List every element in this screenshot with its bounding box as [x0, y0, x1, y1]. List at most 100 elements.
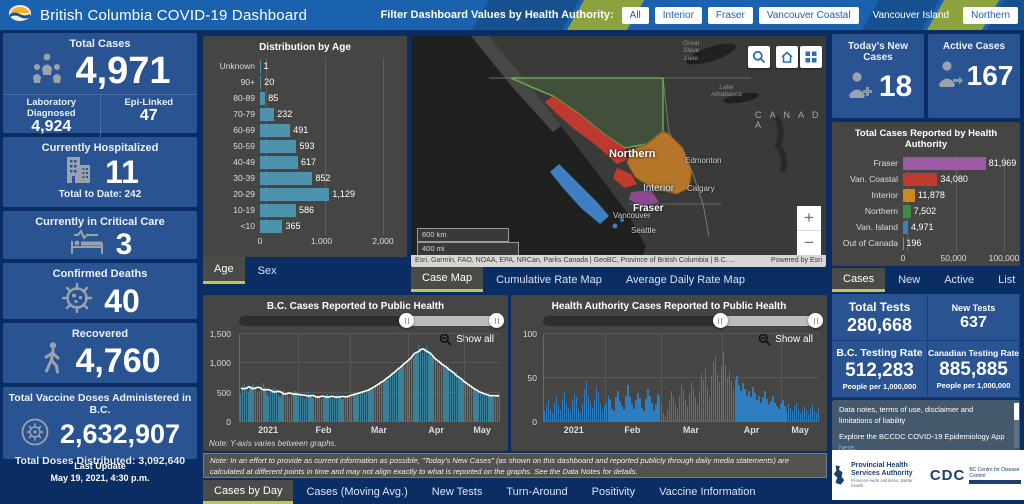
ha-show-all[interactable]: Show all [758, 333, 813, 346]
ha-totals-chart: Fraser 81,969 Van. Coastal 34,080 Interior 11… [836, 155, 1019, 266]
bar-van-island[interactable]: Van. Island 4,971 [856, 220, 934, 234]
bar-unknown[interactable]: Unknown 1 [219, 59, 269, 73]
new-tests-cell: New Tests 637 [928, 294, 1019, 340]
tab-vaccine-information[interactable]: Vaccine Information [659, 486, 756, 498]
bar-van-coastal[interactable]: Van. Coastal 34,080 [849, 172, 968, 186]
filter-button-northern[interactable]: Northern [963, 6, 1018, 24]
new-tests-value: 637 [960, 314, 987, 331]
ha-xaxis: 2021 Feb Mar Apr May [563, 425, 809, 435]
bar-out-of-canada[interactable]: Out of Canada 196 [842, 236, 922, 250]
bar-northern[interactable]: Northern 7,502 [864, 204, 937, 218]
map-zoom-in-button[interactable]: + [797, 206, 821, 231]
cdn-testing-rate-cell: Canadian Testing Rate 885,885 People per… [928, 341, 1019, 397]
new-tests-title: New Tests [951, 303, 996, 313]
cdn-rate-title: Canadian Testing Rate [928, 348, 1019, 358]
filter-button-interior[interactable]: Interior [654, 6, 702, 24]
notes-scrollbar-thumb[interactable] [1014, 403, 1019, 420]
total-cases-value: 4,971 [75, 49, 171, 92]
total-tests-cell: Total Tests 280,668 [832, 294, 927, 340]
bar-10-19[interactable]: 10-19 586 [233, 203, 315, 217]
age-distribution-chart: Unknown 1 90+ 20 80-89 85 70-79 232 60-69 491 50-5… [209, 58, 394, 249]
tab-sex[interactable]: Sex [257, 264, 277, 277]
bc-xaxis: 2021 Feb Mar Apr May [258, 425, 491, 435]
notes-scrollbar-track[interactable] [1014, 402, 1019, 448]
bar-fraser[interactable]: Fraser 81,969 [873, 156, 1017, 170]
tab-case-map[interactable]: Case Map [411, 267, 484, 292]
map-attribution-text: Esri, Garmin, FAO, NOAA, EPA, NRCan, Par… [415, 257, 736, 264]
bc-slider-handle-left[interactable] [399, 313, 415, 328]
dashboard-note: Note: In an effort to provide as current… [203, 453, 827, 478]
map-region-vancouver-coastal[interactable] [545, 96, 627, 164]
epidemiology-app-line: Explore the BCCDC COVID-19 Epidemiology … [839, 431, 1005, 450]
tab-list[interactable]: List [998, 274, 1016, 286]
bar-90[interactable]: 90+ 20 [240, 75, 275, 89]
epidemiology-app-link[interactable]: here [839, 442, 855, 450]
map-basemap-button[interactable] [800, 46, 822, 68]
filter-button-fraser[interactable]: Fraser [707, 6, 753, 24]
bc-daily-chart[interactable] [239, 333, 501, 422]
map-region-fraser[interactable] [629, 190, 659, 207]
vaccine-value: 2,632,907 [59, 419, 181, 449]
bc-daily-title: B.C. Cases Reported to Public Health [266, 301, 445, 312]
map-region-interior[interactable] [626, 130, 693, 195]
case-map[interactable]: Great Slave Lake Lake Athabasca C A N A D … [411, 36, 826, 267]
hospitalized-card: Currently Hospitalized 11 [3, 137, 197, 207]
bar-10[interactable]: <10 365 [240, 219, 301, 233]
map-region-vancouver-coastal-2[interactable] [613, 168, 637, 188]
tab-positivity[interactable]: Positivity [591, 486, 636, 498]
ha-daily-title: Health Authority Cases Reported to Publi… [551, 301, 787, 312]
filter-button-vancouver-island[interactable]: Vancouver Island [872, 9, 950, 21]
map-home-button[interactable] [776, 46, 798, 68]
map-search-button[interactable] [748, 46, 770, 68]
map-attribution: Esri, Garmin, FAO, NOAA, EPA, NRCan, Par… [411, 255, 826, 267]
bar-60-69[interactable]: 60-69 491 [233, 123, 309, 137]
bar-interior[interactable]: Interior 11,878 [871, 188, 945, 202]
age-distribution-panel: Distribution by Age Unknown 1 90+ 20 80-89 85… [203, 36, 407, 257]
data-notes-panel[interactable]: Data notes, terms of use, disclaimer and… [832, 400, 1020, 450]
deaths-title: Confirmed Deaths [52, 268, 148, 280]
tab-cases-moving-avg[interactable]: Cases (Moving Avg.) [306, 486, 408, 498]
bc-yaxis: 0 500 1,000 1,500 [209, 329, 231, 427]
bc-rate-value: 512,283 [845, 360, 914, 381]
ha-slider-handle-left[interactable] [712, 313, 728, 328]
tab-active[interactable]: Active [944, 274, 975, 286]
ha-time-slider[interactable] [543, 313, 824, 328]
vaccine-icon [20, 417, 50, 452]
new-cases-card: Today's New Cases 18 [832, 34, 924, 118]
lab-diagnosed-label: Laboratory Diagnosed [26, 97, 77, 119]
bar-30-39[interactable]: 30-39 852 [233, 171, 331, 185]
footer-logos: Provincial Health Services Authority Pro… [832, 450, 1024, 500]
bc-slider-handle-right[interactable] [489, 313, 505, 328]
ha-slider-handle-right[interactable] [808, 313, 824, 328]
tab-average-daily-rate-map[interactable]: Average Daily Rate Map [625, 273, 745, 286]
bc-time-slider[interactable] [239, 313, 505, 328]
total-cases-title: Total Cases [69, 38, 131, 50]
person-arrow-icon [935, 58, 963, 93]
powered-by-esri: Powered by Esri [771, 257, 822, 264]
bar-40-49[interactable]: 40-49 617 [233, 155, 316, 169]
bar-20-29[interactable]: 20-29 1,129 [233, 187, 355, 201]
tab-cases[interactable]: Cases [832, 268, 886, 292]
ha-totals-panel: Total Cases Reported by Health Authority… [832, 122, 1020, 266]
map-zoom-out-button[interactable]: − [797, 231, 821, 255]
map-canvas [411, 36, 826, 267]
ha-daily-panel: Health Authority Cases Reported to Publi… [511, 295, 827, 451]
tab-turn-around[interactable]: Turn-Around [506, 486, 568, 498]
tab-age[interactable]: Age [203, 257, 245, 284]
tab-cases-by-day[interactable]: Cases by Day [203, 480, 294, 504]
filter-button-vancouver-coastal[interactable]: Vancouver Coastal [758, 6, 859, 24]
ha-daily-chart[interactable] [543, 333, 820, 422]
phsa-logo: Provincial Health Services Authority Pro… [832, 462, 918, 488]
bc-show-all[interactable]: Show all [439, 333, 494, 346]
filter-buttons: All Interior Fraser Vancouver Coastal Vancou… [621, 6, 1018, 24]
filter-button-all[interactable]: All [621, 6, 649, 24]
bar-50-59[interactable]: 50-59 593 [233, 139, 315, 153]
map-region-vancouver-island[interactable] [550, 164, 609, 224]
tab-cumulative-rate-map[interactable]: Cumulative Rate Map [496, 273, 602, 286]
tab-new[interactable]: New [898, 274, 921, 286]
bar-80-89[interactable]: 80-89 85 [233, 91, 279, 105]
total-tests-value: 280,668 [846, 315, 913, 335]
hospital-bed-icon [68, 229, 106, 260]
tab-new-tests[interactable]: New Tests [431, 486, 483, 498]
bar-70-79[interactable]: 70-79 232 [233, 107, 293, 121]
